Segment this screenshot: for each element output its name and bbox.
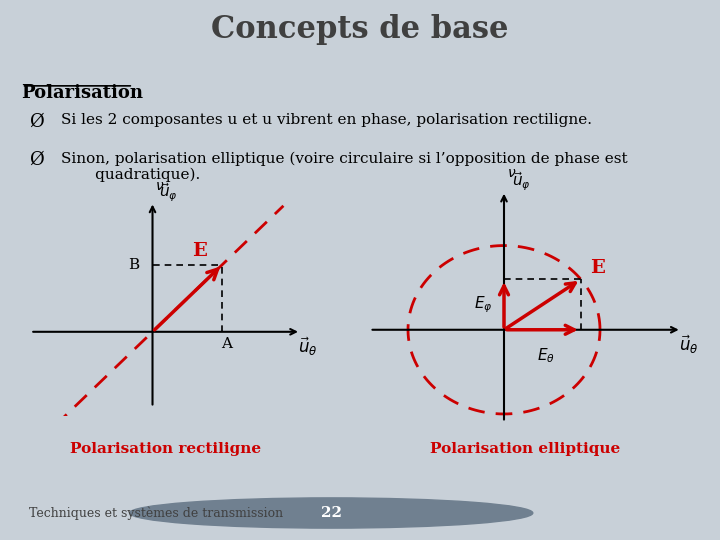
Text: 22: 22 (320, 506, 342, 520)
Text: B: B (127, 258, 139, 272)
Text: Sinon, polarisation elliptique (voire circulaire si l’opposition de phase est
  : Sinon, polarisation elliptique (voire ci… (61, 151, 628, 182)
Text: $\vec{u}_\varphi$: $\vec{u}_\varphi$ (512, 170, 531, 193)
Text: E: E (192, 242, 207, 260)
Text: $E_\varphi$: $E_\varphi$ (474, 294, 492, 315)
Text: Techniques et systèmes de transmission: Techniques et systèmes de transmission (29, 507, 283, 519)
Text: $\nu$: $\nu$ (507, 166, 516, 180)
Text: A: A (221, 338, 232, 352)
Text: $E_\theta$: $E_\theta$ (537, 347, 555, 365)
Text: $\vec{u}_\varphi$: $\vec{u}_\varphi$ (159, 181, 178, 204)
Text: Concepts de base: Concepts de base (211, 14, 509, 45)
Text: Polarisation: Polarisation (22, 84, 143, 102)
Text: Ø: Ø (29, 113, 43, 131)
Circle shape (130, 498, 533, 528)
Text: $\vec{u}_\theta$: $\vec{u}_\theta$ (678, 334, 698, 356)
Text: Si les 2 composantes u et u vibrent en phase, polarisation rectiligne.: Si les 2 composantes u et u vibrent en p… (61, 113, 593, 127)
Text: $\vec{u}_\theta$: $\vec{u}_\theta$ (298, 336, 318, 358)
Text: $\nu$: $\nu$ (155, 179, 164, 193)
Text: E: E (590, 259, 606, 276)
Text: Ø: Ø (29, 151, 43, 169)
Text: Polarisation rectiligne: Polarisation rectiligne (70, 442, 261, 456)
Text: Polarisation elliptique: Polarisation elliptique (431, 442, 621, 456)
